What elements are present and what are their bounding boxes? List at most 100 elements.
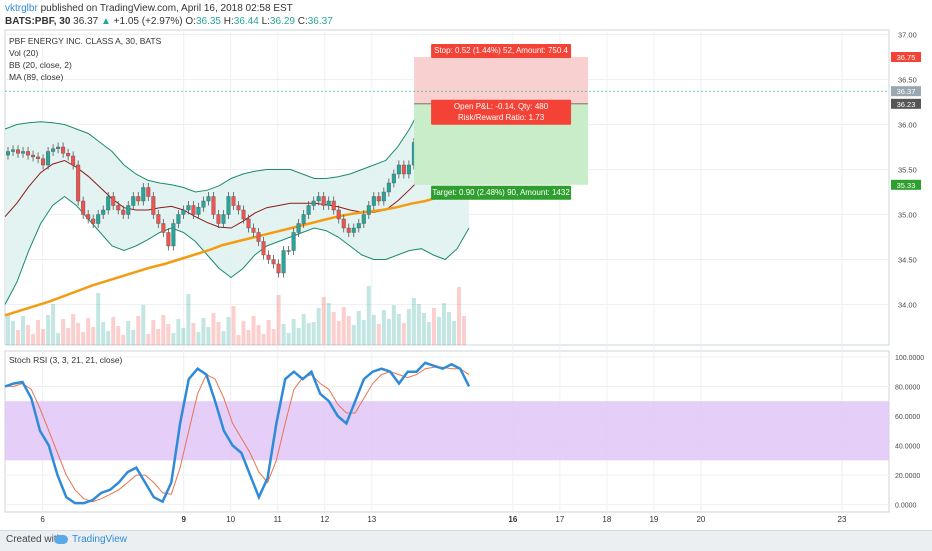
candle-body xyxy=(201,200,206,208)
candle-body xyxy=(91,218,96,224)
candle-body xyxy=(341,218,346,229)
volume-bar xyxy=(401,323,406,345)
volume-bar xyxy=(76,323,81,345)
volume-bar xyxy=(11,321,16,345)
volume-bar xyxy=(361,320,366,345)
candle-body xyxy=(291,232,296,251)
x-tick-label: 18 xyxy=(602,515,611,524)
candle-body xyxy=(36,156,41,159)
volume-bar xyxy=(196,332,201,345)
x-tick-label: 13 xyxy=(367,515,376,524)
candle-body xyxy=(171,223,176,247)
candle-body xyxy=(166,232,171,247)
candle-body xyxy=(231,196,236,206)
footer-created: Created with xyxy=(6,534,63,545)
candle-body xyxy=(406,164,411,175)
volume-bar xyxy=(271,329,276,345)
volume-bar xyxy=(226,317,231,345)
ma89-line xyxy=(4,186,470,317)
candle-body xyxy=(51,148,56,152)
candle-body xyxy=(66,153,71,157)
price-tick-label: 37.00 xyxy=(898,31,917,40)
candle-body xyxy=(46,151,51,166)
target-label-text: Target: 0.90 (2.48%) 90, Amount: 1432 xyxy=(432,188,570,197)
price-tag-box xyxy=(891,86,921,97)
chart-canvas[interactable]: 6 9 10 11 12 13 16 17 18 19 20 23 34.00 34.50 35.00 35.… xyxy=(0,0,932,530)
volume-bar xyxy=(121,335,126,345)
candle-body xyxy=(211,196,216,215)
volume-bar xyxy=(186,294,191,345)
candle-body xyxy=(296,223,301,233)
volume-bar xyxy=(266,320,271,345)
candle-body xyxy=(126,205,131,215)
price-tag-label: 36.37 xyxy=(897,87,916,96)
price-tag-box xyxy=(891,98,921,109)
candle-body xyxy=(226,196,231,215)
pnl-label-box xyxy=(431,99,572,125)
volume-bar xyxy=(216,322,221,345)
candle-body xyxy=(331,200,336,211)
candle-body xyxy=(136,196,141,202)
volume-bar xyxy=(356,311,361,345)
candle-body xyxy=(191,205,196,215)
candle-body xyxy=(361,214,366,224)
x-tick-label: 6 xyxy=(40,515,45,524)
candle-body xyxy=(41,158,46,166)
candle-body xyxy=(56,146,61,149)
volume-bar xyxy=(41,329,46,345)
candle-body xyxy=(111,196,116,206)
volume-bar xyxy=(286,333,291,345)
stoch-tick-label: 0.0000 xyxy=(895,503,917,510)
candle-body xyxy=(11,149,16,152)
volume-bar xyxy=(61,319,66,345)
volume-bar xyxy=(231,306,236,345)
volume-bar xyxy=(81,332,86,345)
volume-bar xyxy=(396,314,401,345)
candle-body xyxy=(356,223,361,229)
volume-bar xyxy=(431,308,436,345)
candle-body xyxy=(326,200,331,206)
price-tick-label: 34.00 xyxy=(898,301,917,310)
volume-bar xyxy=(406,309,411,345)
high-value: 36.44 xyxy=(233,16,259,27)
volume-bar xyxy=(6,315,10,345)
candle-body xyxy=(286,250,291,252)
volume-bar xyxy=(51,304,56,345)
x-tick-label: 23 xyxy=(838,515,847,524)
volume-bar xyxy=(236,335,241,345)
volume-bar xyxy=(426,322,431,345)
published-text: published on TradingView.com, April 16, … xyxy=(40,3,293,14)
volume-bar xyxy=(301,314,306,345)
candle-body xyxy=(381,191,386,202)
candle-body xyxy=(401,164,406,175)
last-price: 36.37 xyxy=(73,16,99,27)
x-tick-label: 9 xyxy=(181,515,186,524)
author-link[interactable]: vktrglbr xyxy=(5,3,38,14)
candle-body xyxy=(221,214,226,224)
volume-bar xyxy=(56,333,61,345)
candle-body xyxy=(106,196,111,211)
candle-body xyxy=(396,164,401,175)
candle-body xyxy=(241,209,246,220)
price-tick-label: 36.00 xyxy=(898,121,917,130)
volume-bar xyxy=(151,320,156,345)
volume-bar xyxy=(446,312,451,345)
open-value: 36.35 xyxy=(195,16,221,27)
price-tag-box xyxy=(891,179,921,190)
volume-bar xyxy=(371,315,376,345)
volume-bar xyxy=(126,321,131,345)
volume-bar xyxy=(136,316,141,345)
candle-body xyxy=(306,205,311,215)
volume-bar xyxy=(441,303,446,345)
volume-bar xyxy=(111,317,116,345)
volume-bar xyxy=(386,319,391,345)
volume-bar xyxy=(146,334,151,345)
candle-body xyxy=(276,263,281,274)
volume-bar xyxy=(201,318,206,345)
change-arrow-icon: ▲ xyxy=(100,16,111,27)
volume-bar xyxy=(36,320,41,345)
footer-brand[interactable]: TradingView xyxy=(72,534,128,545)
candle-body xyxy=(16,149,21,154)
volume-bar xyxy=(416,304,421,345)
candle-body xyxy=(266,254,271,260)
